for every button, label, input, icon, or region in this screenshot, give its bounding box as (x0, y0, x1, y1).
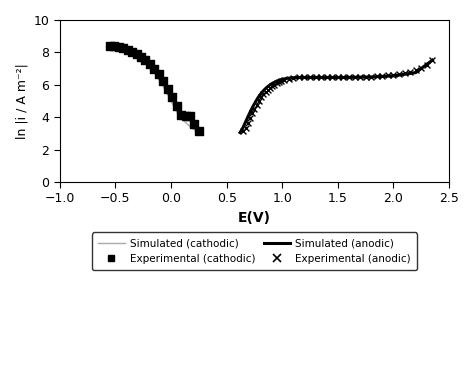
Point (195, 129, 203, 135)
Point (423, 62, 430, 68)
Point (290, 75, 297, 81)
Point (273, 81, 281, 87)
Point (128, 49, 136, 55)
Point (340, 74, 347, 81)
Point (275, 79, 283, 85)
Point (173, 103, 181, 109)
Point (248, 110, 256, 116)
Point (390, 72, 397, 78)
Point (412, 67, 419, 73)
Point (285, 76, 293, 82)
Point (239, 129, 247, 135)
Point (323, 74, 330, 81)
Point (395, 71, 403, 77)
Point (268, 84, 276, 90)
Point (186, 113, 194, 119)
Point (253, 101, 261, 107)
Point (246, 115, 254, 121)
Point (401, 70, 409, 76)
Point (151, 65, 158, 71)
Point (110, 43, 118, 49)
Point (271, 82, 278, 88)
Point (119, 45, 127, 51)
Point (351, 74, 358, 80)
Point (257, 94, 265, 101)
Point (281, 77, 288, 83)
Point (334, 74, 342, 81)
Y-axis label: ln |i / A m⁻²|: ln |i / A m⁻²| (15, 63, 28, 139)
Point (260, 91, 267, 98)
Point (418, 65, 425, 71)
Point (177, 112, 185, 118)
Point (115, 44, 123, 50)
Point (124, 47, 131, 53)
Point (164, 86, 172, 92)
Point (367, 74, 375, 80)
Point (295, 74, 303, 81)
Point (266, 85, 274, 91)
Point (345, 74, 353, 80)
Point (251, 106, 258, 112)
Point (373, 73, 381, 79)
Point (277, 78, 285, 84)
Point (362, 74, 369, 80)
Point (146, 61, 154, 67)
Point (428, 57, 436, 63)
Point (255, 98, 263, 104)
Point (142, 57, 149, 63)
Point (133, 51, 140, 57)
Point (262, 89, 269, 95)
Point (301, 74, 308, 81)
Legend: Simulated (cathodic), Experimental (cathodic), Simulated (anodic), Experimental : Simulated (cathodic), Experimental (cath… (92, 232, 417, 270)
Point (106, 43, 114, 49)
Point (312, 74, 319, 81)
Point (244, 120, 252, 126)
Point (264, 87, 272, 93)
Point (318, 74, 325, 81)
Point (137, 54, 145, 60)
Point (242, 125, 249, 131)
Point (379, 73, 386, 79)
Point (155, 71, 163, 77)
Point (159, 78, 167, 84)
Point (182, 113, 189, 119)
Point (191, 121, 198, 127)
Point (328, 74, 336, 81)
X-axis label: E(V): E(V) (238, 211, 271, 225)
Point (406, 69, 414, 75)
Point (168, 94, 176, 101)
Point (356, 74, 364, 80)
Point (306, 74, 314, 81)
Point (384, 72, 392, 78)
